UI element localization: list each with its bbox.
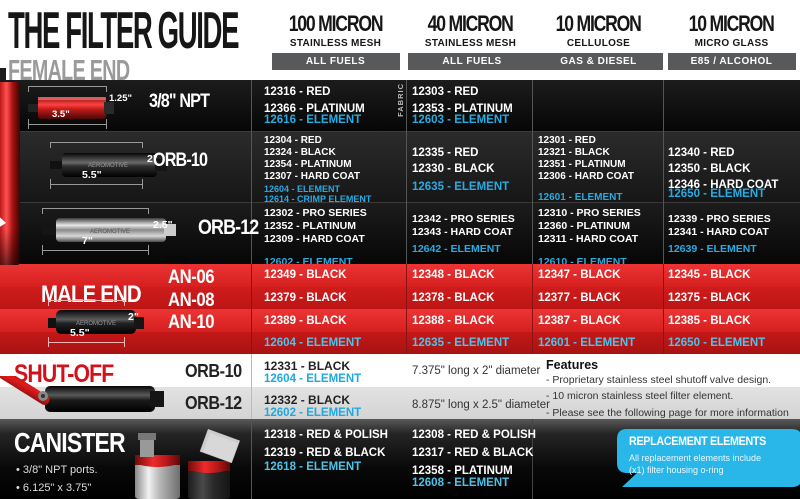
svg-text:AEROMOTIVE: AEROMOTIVE <box>90 229 130 235</box>
